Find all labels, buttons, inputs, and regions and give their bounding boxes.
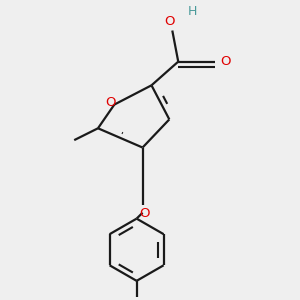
Text: O: O <box>139 207 149 220</box>
Text: H: H <box>188 5 197 18</box>
Text: O: O <box>164 15 175 28</box>
Text: O: O <box>221 55 231 68</box>
Text: O: O <box>106 96 116 109</box>
